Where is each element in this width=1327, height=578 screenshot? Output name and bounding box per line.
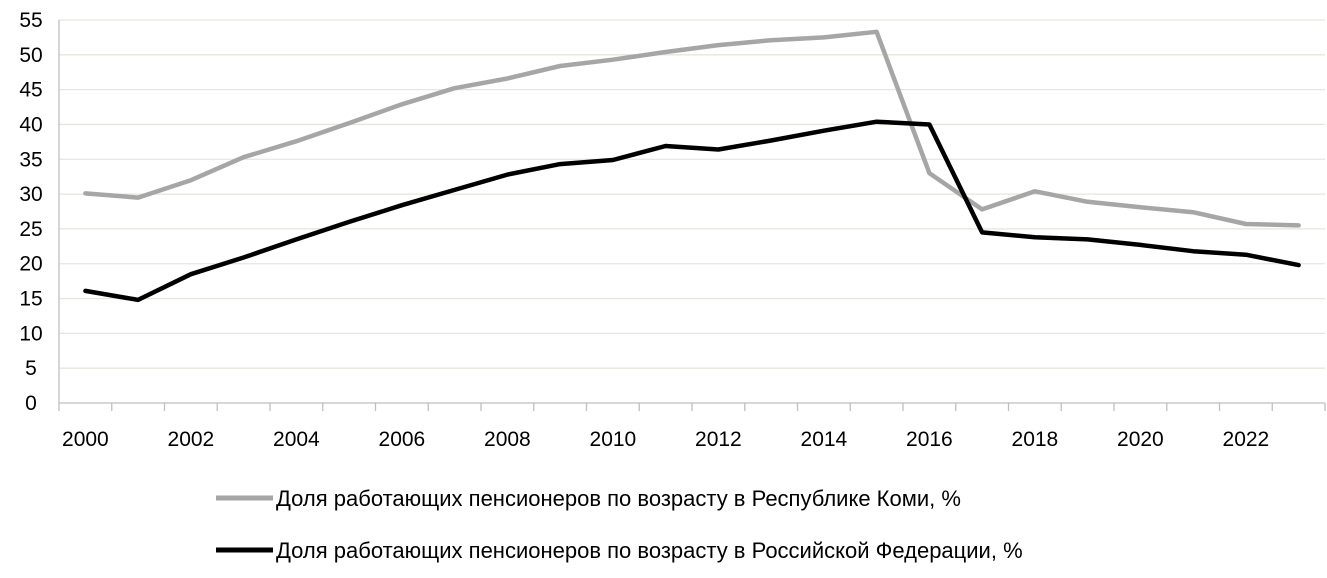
- legend: Доля работающих пенсионеров по возрасту …: [216, 486, 1023, 563]
- y-tick-label: 45: [19, 79, 42, 102]
- y-tick-label: 35: [19, 148, 42, 171]
- series-lines: [83, 29, 1301, 303]
- y-tick-label: 20: [19, 253, 42, 276]
- x-tick-label: 2002: [168, 428, 215, 451]
- x-tick-label: 2018: [1012, 428, 1059, 451]
- x-axis-tick-labels: 2000 2002 2004 2006 2008 2010 2012 2014 2016 2018…: [62, 428, 1269, 451]
- series-line-1: [83, 29, 1301, 228]
- x-tick-label: 2014: [801, 428, 848, 451]
- x-tick-label: 2022: [1223, 428, 1270, 451]
- y-tick-label: 40: [19, 113, 42, 136]
- y-tick-label: 50: [19, 44, 42, 67]
- y-tick-label: 0: [25, 392, 37, 415]
- x-tick-label: 2010: [590, 428, 637, 451]
- x-tick-label: 2004: [273, 428, 320, 451]
- x-tick-label: 2000: [62, 428, 109, 451]
- legend-label-1: Доля работающих пенсионеров по возрасту …: [276, 486, 961, 511]
- axes: [58, 20, 1326, 411]
- y-tick-label: 5: [25, 357, 37, 380]
- series-line-2: [83, 119, 1301, 303]
- x-tick-label: 2006: [379, 428, 426, 451]
- y-tick-label: 55: [19, 9, 42, 32]
- x-tick-label: 2016: [906, 428, 953, 451]
- gridlines: [59, 19, 1325, 369]
- y-tick-label: 30: [19, 183, 42, 206]
- x-tick-label: 2008: [484, 428, 531, 451]
- y-axis-tick-labels: 0 5 10 15 20 25 30 35 40 45 50 55: [19, 9, 42, 415]
- x-tick-label: 2012: [695, 428, 742, 451]
- x-tick-label: 2020: [1117, 428, 1164, 451]
- y-tick-label: 10: [19, 322, 42, 345]
- y-tick-label: 25: [19, 218, 42, 241]
- y-tick-label: 15: [19, 288, 42, 311]
- legend-label-2: Доля работающих пенсионеров по возрасту …: [276, 538, 1023, 563]
